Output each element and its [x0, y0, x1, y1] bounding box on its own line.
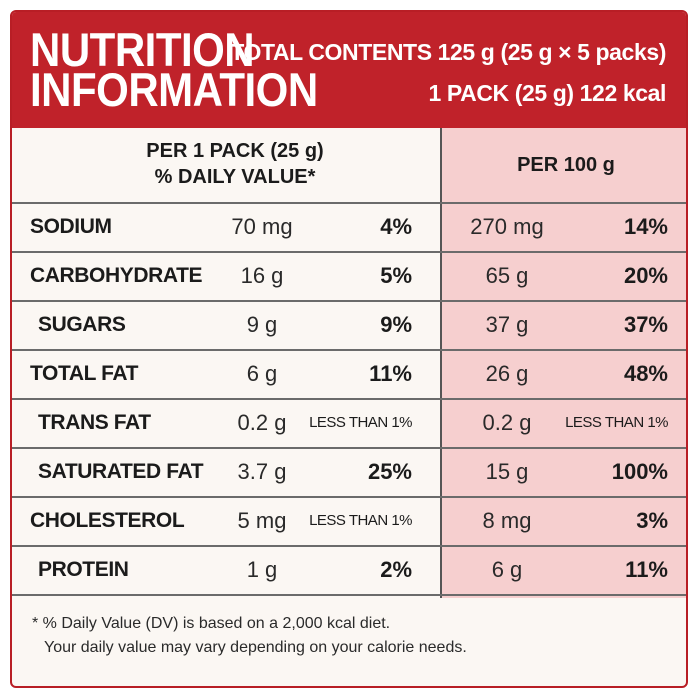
per-pack-amount: 70 mg — [231, 213, 293, 239]
per-pack-daily-value: 5% — [380, 262, 412, 288]
per-pack-energy: 1 PACK (25 g) 122 kcal — [428, 80, 667, 106]
per-pack-daily-value: 2% — [380, 556, 412, 582]
per-100g-amount: 15 g — [485, 458, 529, 484]
per-pack-header-line1: PER 1 PACK (25 g) — [146, 140, 324, 162]
nutrient-name: PROTEIN — [38, 557, 129, 581]
column-divider — [440, 128, 442, 598]
per-100g-amount: 37 g — [485, 311, 529, 337]
per-pack-daily-value: LESS THAN 1% — [309, 511, 412, 529]
per-100g-daily-value: 20% — [623, 262, 668, 288]
per-pack-amount: 5 mg — [237, 507, 287, 533]
per-100g-amount: 6 g — [491, 556, 523, 582]
per-pack-daily-value: 11% — [369, 360, 412, 386]
per-100g-amount: 26 g — [485, 360, 529, 386]
label-title: NUTRITION INFORMATION — [30, 23, 318, 113]
per-pack-amount: 6 g — [246, 360, 278, 386]
per-pack-daily-value: 25% — [367, 458, 412, 484]
nutrition-label: NUTRITION INFORMATION TOTAL CONTENTS 125… — [10, 10, 688, 688]
title-line-1: NUTRITION — [30, 23, 255, 77]
footnote: * % Daily Value (DV) is based on a 2,000… — [32, 612, 467, 660]
per-100g-daily-value: 100% — [611, 458, 668, 484]
nutrient-name: SUGARS — [38, 312, 126, 336]
nutrient-name: TOTAL FAT — [30, 361, 139, 385]
per-100g-daily-value: LESS THAN 1% — [565, 413, 668, 431]
nutrient-name: SATURATED FAT — [38, 459, 204, 483]
nutrient-name: TRANS FAT — [38, 410, 151, 434]
nutrient-name: CARBOHYDRATE — [30, 263, 203, 287]
label-header: NUTRITION INFORMATION TOTAL CONTENTS 125… — [12, 12, 686, 128]
total-contents: TOTAL CONTENTS 125 g (25 g × 5 packs) — [230, 39, 666, 65]
per-pack-amount: 16 g — [240, 262, 284, 288]
row-divider — [12, 398, 686, 400]
per-pack-daily-value: 4% — [380, 213, 412, 239]
row-divider — [12, 447, 686, 449]
title-line-2: INFORMATION — [30, 63, 318, 117]
per-pack-amount: 1 g — [246, 556, 278, 582]
per-pack-column-header: PER 1 PACK (25 g) % DAILY VALUE* — [30, 138, 440, 190]
per-pack-header-line2: % DAILY VALUE* — [154, 166, 316, 188]
row-divider — [12, 594, 686, 596]
per-100g-amount: 8 mg — [482, 507, 532, 533]
per-100g-daily-value: 14% — [623, 213, 668, 239]
per-100g-column-header: PER 100 g — [517, 154, 615, 176]
footnote-line-2: Your daily value may vary depending on y… — [44, 639, 467, 656]
per-100g-daily-value: 48% — [623, 360, 668, 386]
row-divider — [12, 202, 686, 204]
contents-info: TOTAL CONTENTS 125 g (25 g × 5 packs) 1 … — [230, 32, 666, 114]
nutrient-name: CHOLESTEROL — [30, 508, 185, 532]
per-pack-amount: 9 g — [246, 311, 278, 337]
nutrient-name: SODIUM — [30, 214, 112, 238]
per-100g-daily-value: 11% — [625, 556, 668, 582]
per-pack-amount: 0.2 g — [237, 409, 287, 435]
per-100g-daily-value: 37% — [623, 311, 668, 337]
per-100g-column-bg — [440, 128, 686, 598]
row-divider — [12, 545, 686, 547]
per-100g-amount: 270 mg — [470, 213, 544, 239]
row-divider — [12, 349, 686, 351]
per-100g-daily-value: 3% — [636, 507, 668, 533]
per-pack-daily-value: LESS THAN 1% — [309, 413, 412, 431]
per-pack-amount: 3.7 g — [237, 458, 287, 484]
per-100g-amount: 65 g — [485, 262, 529, 288]
per-pack-daily-value: 9% — [380, 311, 412, 337]
footnote-line-1: * % Daily Value (DV) is based on a 2,000… — [32, 615, 391, 632]
row-divider — [12, 496, 686, 498]
row-divider — [12, 251, 686, 253]
row-divider — [12, 300, 686, 302]
per-100g-amount: 0.2 g — [482, 409, 532, 435]
